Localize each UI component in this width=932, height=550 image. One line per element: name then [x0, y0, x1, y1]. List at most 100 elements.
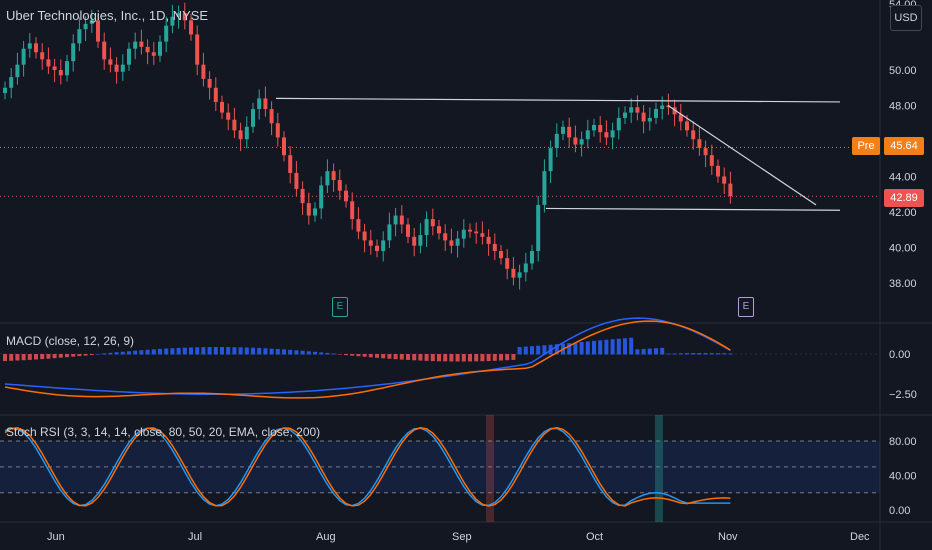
last-price-badge: 42.89 [884, 189, 924, 207]
descending-trendline [667, 105, 817, 206]
macd-histogram-bar [449, 354, 454, 362]
time-axis-label: Nov [718, 531, 738, 543]
candle [226, 112, 231, 120]
currency-button[interactable]: USD [890, 5, 922, 31]
time-axis-label: Jun [47, 531, 65, 543]
macd-histogram-bar [226, 347, 231, 355]
macd-histogram-bar [257, 347, 262, 355]
macd-histogram-bar [263, 348, 268, 355]
candle [542, 171, 547, 205]
stoch-d-line [4, 426, 731, 507]
candle [164, 25, 169, 42]
macd-label[interactable]: MACD (close, 12, 26, 9) [6, 334, 135, 348]
candle [263, 98, 268, 110]
candle [257, 98, 262, 110]
pre-market-price-badge: 45.64 [884, 137, 924, 155]
earnings-marker[interactable]: E [332, 297, 348, 317]
candle [108, 59, 113, 65]
macd-histogram-bar [331, 353, 336, 355]
macd-histogram-bar [505, 354, 510, 361]
candle [71, 43, 76, 62]
candle [46, 59, 51, 67]
candle [474, 231, 479, 234]
macd-histogram-bar [437, 354, 441, 362]
candle [282, 137, 286, 156]
candle [356, 219, 361, 232]
time-axis-label: Jul [188, 531, 202, 543]
macd-histogram-bar [15, 354, 20, 361]
macd-histogram-bar [151, 349, 156, 355]
macd-histogram-bar [288, 349, 293, 355]
macd-histogram-bar [127, 351, 131, 355]
candle [647, 117, 652, 122]
symbol-title[interactable]: Uber Technologies, Inc., 1D, NYSE [6, 8, 209, 23]
macd-histogram-bar [412, 354, 417, 361]
macd-histogram-bar [716, 353, 720, 355]
price-tick-label: 48.00 [889, 101, 917, 113]
candle [387, 224, 392, 241]
macd-histogram-bar [393, 354, 398, 360]
macd-histogram-bar [461, 354, 466, 362]
macd-histogram-bar [418, 354, 423, 361]
macd-histogram-bar [325, 352, 330, 355]
candle [517, 272, 522, 278]
stoch-tick-label: 0.00 [889, 505, 910, 517]
candle [3, 87, 7, 94]
macd-histogram-bar [654, 348, 658, 355]
macd-histogram-bar [381, 354, 386, 359]
candle [238, 130, 243, 140]
price-tick-label: 50.00 [889, 65, 917, 77]
macd-histogram-bar [722, 353, 727, 355]
candle [220, 101, 224, 113]
macd-histogram-bar [294, 350, 299, 355]
earnings-marker[interactable]: E [738, 297, 754, 317]
stoch-rsi-label[interactable]: Stoch RSI (3, 3, 14, 14, close, 80, 50, … [6, 425, 321, 439]
macd-histogram-bar [244, 347, 249, 355]
macd-histogram-bar [65, 354, 69, 358]
macd-histogram-bar [77, 354, 82, 357]
candle [523, 263, 528, 273]
macd-histogram-bar [195, 347, 200, 355]
signal-line [4, 320, 731, 399]
macd-histogram-bar [176, 347, 181, 355]
candle [337, 180, 342, 191]
stoch-k-line [4, 427, 731, 507]
candle [530, 251, 534, 264]
macd-tick-label: 0.00 [889, 349, 910, 361]
price-tick-label: 44.00 [889, 172, 917, 184]
candle [362, 231, 367, 241]
macd-histogram-bar [598, 340, 603, 355]
candle [201, 64, 206, 79]
macd-histogram-bar [542, 345, 547, 355]
macd-histogram-bar [530, 346, 534, 355]
macd-histogram-bar [96, 353, 100, 355]
candle [145, 46, 150, 53]
candle [151, 52, 156, 56]
candle [455, 238, 460, 246]
macd-histogram-bar [443, 354, 448, 362]
macd-histogram-bar [71, 354, 76, 357]
candle [412, 236, 417, 246]
macd-histogram-bar [344, 354, 348, 356]
candle [722, 176, 727, 184]
candle [468, 229, 472, 232]
candle [424, 219, 429, 236]
candle [114, 64, 119, 72]
macd-histogram-bar [350, 354, 355, 356]
candle [573, 137, 578, 145]
macd-histogram-bar [356, 354, 361, 357]
macd-histogram-bar [573, 342, 578, 355]
macd-histogram-bar [430, 354, 435, 362]
macd-histogram-bar [9, 354, 14, 361]
macd-histogram-bar [362, 354, 367, 357]
macd-histogram-bar [703, 353, 708, 355]
macd-histogram-bar [709, 353, 714, 355]
macd-histogram-bar [375, 354, 379, 358]
macd-histogram-bar [220, 347, 224, 355]
macd-histogram-bar [554, 344, 559, 355]
macd-histogram-bar [641, 348, 646, 355]
macd-histogram-bar [585, 341, 590, 355]
macd-histogram-bar [313, 351, 317, 355]
stoch-tick-label: 80.00 [889, 436, 917, 448]
